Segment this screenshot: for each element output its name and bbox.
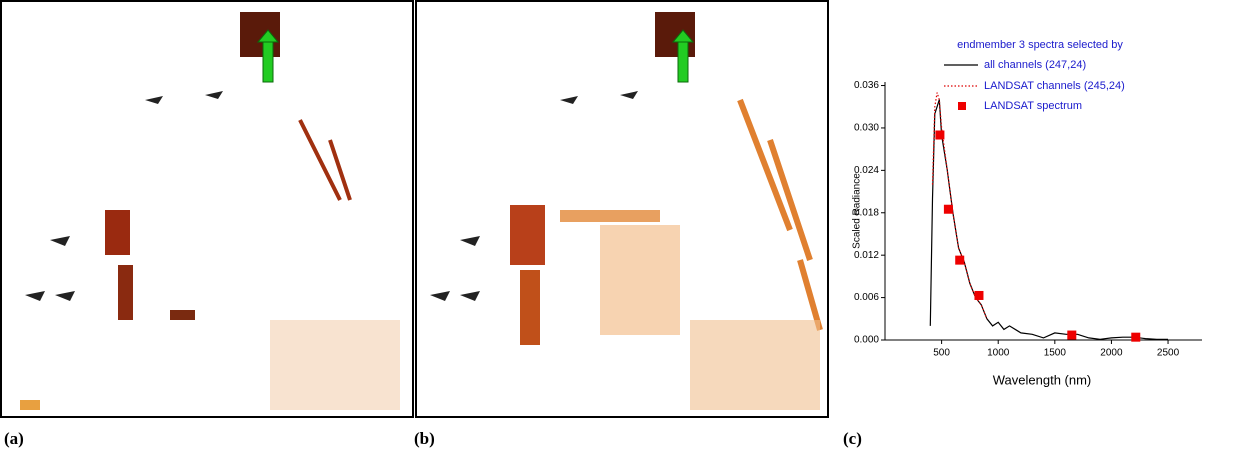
legend-title: endmember 3 spectra selected by (957, 39, 1123, 51)
y-tick-label: 0.036 (854, 80, 879, 91)
x-tick-label: 1000 (987, 348, 1010, 359)
abundance-map-b (416, 1, 828, 417)
panel-label: (b) (414, 429, 435, 448)
x-tick-label: 2500 (1157, 348, 1180, 359)
x-tick-label: 500 (933, 348, 950, 359)
legend-label: all channels (247,24) (984, 59, 1086, 71)
panel-label: (a) (4, 429, 24, 448)
panel-label: (c) (843, 429, 862, 448)
x-tick-label: 1500 (1044, 348, 1067, 359)
data-point (955, 256, 964, 265)
y-tick-label: 0.030 (854, 123, 879, 134)
legend-label: LANDSAT channels (245,24) (984, 80, 1125, 92)
y-tick-label: 0.012 (854, 250, 879, 261)
legend-label: LANDSAT spectrum (984, 100, 1082, 112)
y-tick-label: 0.000 (854, 335, 879, 346)
data-point (1067, 331, 1076, 340)
legend-marker (958, 102, 966, 110)
data-point (1131, 333, 1140, 342)
figure: (a) (b) (c) endmember 3 spectra selected… (0, 0, 1239, 453)
data-line (930, 100, 1168, 340)
y-tick-label: 0.024 (854, 165, 879, 176)
x-tick-label: 2000 (1100, 348, 1123, 359)
data-point (974, 291, 983, 300)
figure-canvas: (a) (b) (c) endmember 3 spectra selected… (0, 0, 1239, 453)
abundance-map-a (1, 1, 413, 417)
data-point (935, 131, 944, 140)
data-point (944, 205, 953, 214)
y-tick-label: 0.018 (854, 207, 879, 218)
y-tick-label: 0.006 (854, 292, 879, 303)
x-axis-label: Wavelength (nm) (993, 372, 1092, 387)
